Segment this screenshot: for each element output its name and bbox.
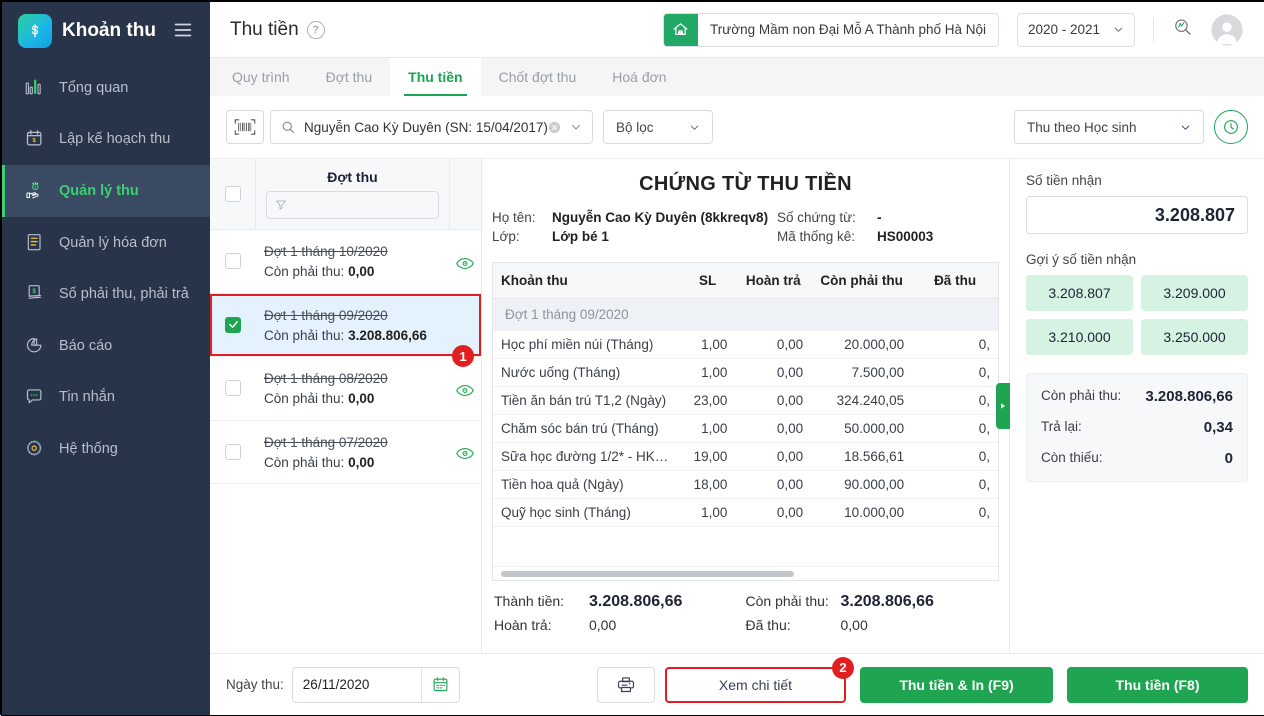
svg-text:$: $	[32, 288, 36, 295]
svg-text:$: $	[33, 138, 37, 144]
svg-text:$: $	[34, 185, 36, 189]
